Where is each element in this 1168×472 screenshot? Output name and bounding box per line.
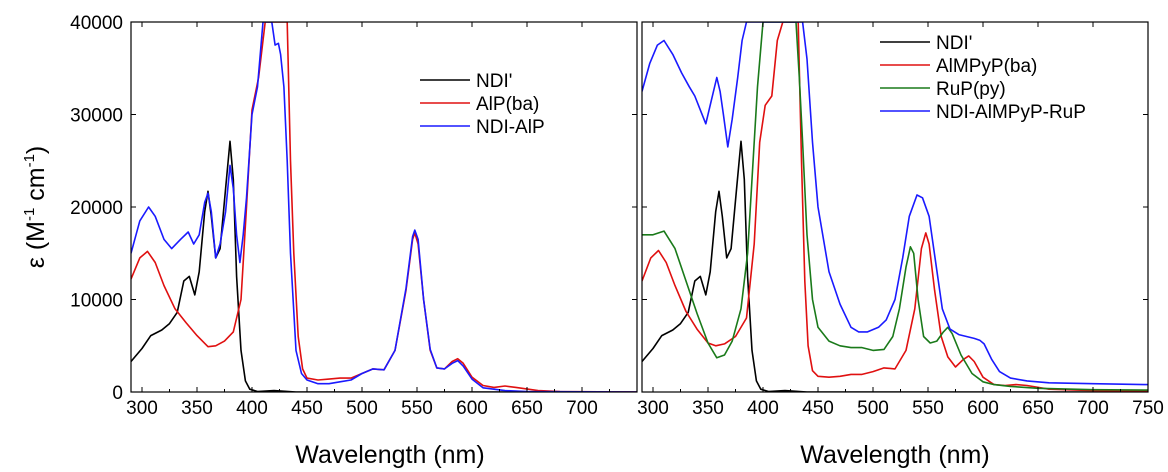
x-tick-label: 550 bbox=[401, 398, 433, 419]
legend-label: NDI-AlMPyP-RuP bbox=[936, 102, 1086, 123]
x-tick-label: 500 bbox=[346, 398, 378, 419]
series-line-rup-py- bbox=[642, 22, 1148, 391]
x-axis-label: Wavelength (nm) bbox=[295, 441, 484, 469]
x-tick-label: 750 bbox=[1132, 398, 1164, 419]
x-axis-label: Wavelength (nm) bbox=[800, 441, 989, 469]
legend-label: NDI' bbox=[936, 33, 972, 54]
x-tick-label: 300 bbox=[637, 398, 669, 419]
x-tick-label: 450 bbox=[802, 398, 834, 419]
legend-label: AlP(ba) bbox=[476, 94, 539, 115]
x-tick-label: 400 bbox=[236, 398, 268, 419]
y-tick-label: 20000 bbox=[70, 198, 123, 219]
x-tick-label: 450 bbox=[291, 398, 323, 419]
plot-frame bbox=[641, 21, 1149, 393]
series-line-ndi-almpyp-rup bbox=[642, 22, 1148, 386]
series-line-ndi-alp bbox=[131, 22, 637, 392]
series-line-alp-ba- bbox=[131, 22, 637, 392]
x-tick-label: 350 bbox=[181, 398, 213, 419]
legend: NDI'AlMPyP(ba)RuP(py)NDI-AlMPyP-RuP bbox=[880, 33, 1086, 123]
y-tick-label: 30000 bbox=[70, 106, 123, 127]
x-tick-label: 650 bbox=[511, 398, 543, 419]
legend-label: NDI-AlP bbox=[476, 117, 545, 138]
series-line-ndi- bbox=[131, 140, 637, 392]
series-line-almpyp-ba- bbox=[642, 22, 1148, 392]
plot-frame bbox=[130, 21, 638, 393]
plot-area bbox=[642, 22, 1148, 392]
x-tick-label: 550 bbox=[912, 398, 944, 419]
x-tick-label: 500 bbox=[857, 398, 889, 419]
x-tick-label: 650 bbox=[1022, 398, 1054, 419]
legend-label: AlMPyP(ba) bbox=[936, 56, 1037, 77]
series-line-ndi- bbox=[642, 140, 1148, 392]
y-axis-label: ε (M-1 cm-1) bbox=[21, 146, 50, 269]
plot-area bbox=[131, 22, 637, 392]
left-panel: 300 350 400 450 500 550 600 650 700 0 10000 20000 30… bbox=[21, 13, 638, 469]
legend-label: RuP(py) bbox=[936, 79, 1006, 100]
x-tick-label: 300 bbox=[126, 398, 158, 419]
y-tick-label: 40000 bbox=[70, 13, 123, 34]
right-panel: 300 350 400 450 500 550 600 650 700 750 Wavelength… bbox=[637, 21, 1164, 469]
x-tick-label: 350 bbox=[692, 398, 724, 419]
y-tick-label: 10000 bbox=[70, 291, 123, 312]
x-tick-label: 700 bbox=[1077, 398, 1109, 419]
x-tick-label: 600 bbox=[967, 398, 999, 419]
y-tick-label: 0 bbox=[112, 383, 123, 404]
legend: NDI'AlP(ba)NDI-AlP bbox=[420, 71, 545, 138]
legend-label: NDI' bbox=[476, 71, 512, 92]
x-tick-label: 700 bbox=[566, 398, 598, 419]
x-tick-label: 400 bbox=[747, 398, 779, 419]
x-tick-label: 600 bbox=[456, 398, 488, 419]
